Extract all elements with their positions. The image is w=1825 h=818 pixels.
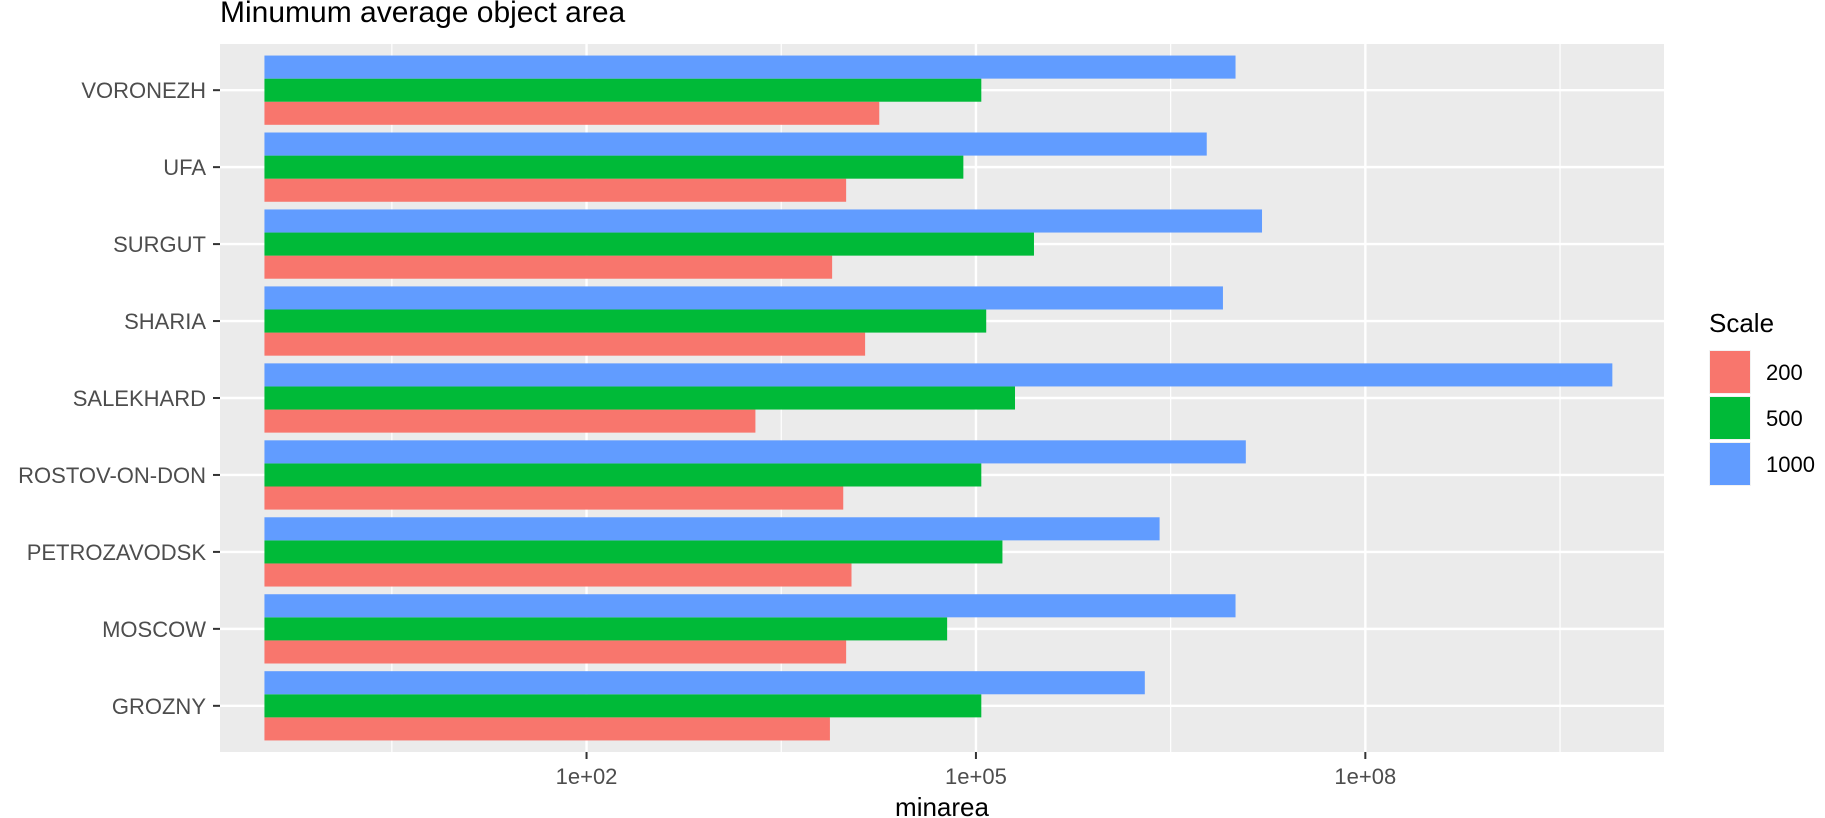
y-tick-label: GROZNY [112,694,206,719]
bar-salekhard-200 [264,409,756,433]
bar-rostov-on-don-1000 [264,440,1246,464]
bar-surgut-1000 [264,209,1263,233]
legend-swatch-1000 [1710,443,1750,485]
y-tick-label: SALEKHARD [73,386,206,411]
y-axis: VORONEZH UFA SURGUT SHARIA SALEKHARD ROSTOV-O… [18,78,220,719]
chart-title: Minumum average object area [220,0,626,29]
x-axis-title: minarea [895,792,989,818]
bar-moscow-1000 [264,594,1236,618]
bar-surgut-500 [264,232,1034,256]
x-tick-label: 1e+05 [945,764,1007,789]
bar-moscow-500 [264,617,948,641]
bar-sharia-500 [264,309,987,333]
bar-moscow-200 [264,640,847,664]
x-axis: 1e+02 1e+05 1e+08 [556,752,1396,789]
legend-label: 200 [1766,360,1803,385]
bar-grozny-500 [264,694,982,718]
y-tick-label: MOSCOW [102,617,206,642]
legend-title: Scale [1709,308,1774,338]
y-tick-label: ROSTOV-ON-DON [18,463,206,488]
bar-ufa-200 [264,178,847,202]
y-tick-label: VORONEZH [81,78,206,103]
bar-voronezh-200 [264,101,880,125]
bar-sharia-200 [264,332,866,356]
bar-rostov-on-don-200 [264,486,844,510]
bar-petrozavodsk-500 [264,540,1003,564]
y-tick-label: SURGUT [113,232,206,257]
legend-label: 500 [1766,406,1803,431]
bar-ufa-1000 [264,132,1207,156]
bar-petrozavodsk-1000 [264,517,1160,541]
y-tick-label: UFA [163,155,206,180]
y-tick-label: PETROZAVODSK [27,540,207,565]
bar-petrozavodsk-200 [264,563,852,587]
bar-salekhard-1000 [264,363,1613,387]
bar-grozny-1000 [264,671,1145,695]
legend: Scale 200 500 1000 [1709,308,1815,486]
bar-surgut-200 [264,255,833,279]
bar-sharia-1000 [264,286,1223,310]
x-tick-label: 1e+08 [1334,764,1396,789]
bar-voronezh-500 [264,78,982,102]
legend-swatch-200 [1710,351,1750,393]
bars [264,55,1613,741]
y-tick-label: SHARIA [124,309,206,334]
bar-rostov-on-don-500 [264,463,982,487]
bar-voronezh-1000 [264,55,1236,79]
bar-grozny-200 [264,717,830,741]
legend-swatch-500 [1710,397,1750,439]
x-tick-label: 1e+02 [556,764,618,789]
legend-label: 1000 [1766,452,1815,477]
bar-salekhard-500 [264,386,1016,410]
bar-ufa-500 [264,155,964,179]
